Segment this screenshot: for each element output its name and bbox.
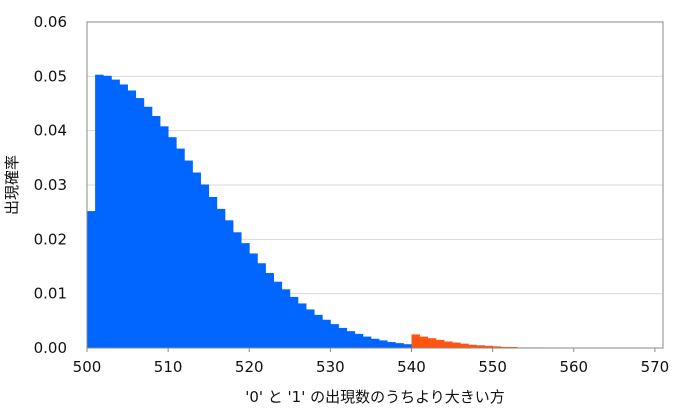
x-tick-label: 510: [154, 358, 183, 376]
histogram-bar: [306, 309, 315, 348]
histogram-bar: [135, 98, 145, 348]
y-tick-label: 0.00: [34, 339, 67, 357]
histogram-bar: [257, 263, 266, 348]
histogram-bar: [322, 319, 331, 348]
x-tick-label: 530: [316, 358, 345, 376]
y-axis-title: 出現確率: [3, 155, 21, 215]
histogram-bar: [314, 314, 323, 348]
histogram-bar: [403, 344, 412, 348]
y-tick-label: 0.06: [34, 13, 67, 31]
histogram-bar: [370, 338, 380, 348]
histogram-bar: [176, 148, 185, 348]
histogram-bar: [508, 346, 518, 348]
y-tick-label: 0.03: [34, 176, 67, 194]
histogram-bar: [233, 232, 242, 348]
histogram-bar: [143, 106, 153, 348]
histogram-bar: [87, 211, 96, 348]
x-axis-title: '0' と '1' の出現数のうちより大きい方: [245, 388, 505, 406]
histogram-bar: [452, 342, 461, 348]
histogram-bar: [468, 344, 477, 348]
histogram-bar: [224, 220, 234, 348]
bars: [87, 74, 550, 349]
histogram-bar: [419, 336, 429, 348]
y-tick-label: 0.05: [34, 67, 67, 85]
histogram-bar: [427, 338, 437, 348]
histogram-bar: [168, 137, 177, 348]
y-tick-label: 0.02: [34, 230, 67, 248]
histogram-bar: [95, 74, 104, 348]
x-tick-label: 500: [73, 358, 102, 376]
y-axis-ticks: 0.00 0.01 0.02 0.03 0.04 0.05 0.06: [34, 13, 67, 357]
histogram-bar: [362, 336, 372, 348]
x-tick-label: 540: [397, 358, 426, 376]
histogram-bar: [200, 184, 210, 348]
histogram-bar: [338, 327, 348, 348]
histogram-bar: [395, 343, 404, 348]
histogram-bar: [281, 289, 291, 348]
histogram-bar: [492, 346, 502, 348]
histogram-bar: [435, 339, 445, 348]
histogram-bar: [443, 341, 453, 348]
x-axis-ticks: 500 510 520 530 540 550 560 570: [73, 348, 670, 376]
histogram-bar: [476, 345, 485, 348]
histogram-bar: [111, 79, 120, 349]
histogram-bar: [484, 345, 494, 348]
x-tick-label: 550: [478, 358, 507, 376]
histogram-bar: [184, 160, 193, 348]
x-tick-label: 570: [641, 358, 670, 376]
histogram-bar: [411, 334, 421, 348]
histogram-bar: [249, 253, 258, 348]
histogram-bar: [387, 342, 396, 348]
histogram-bar: [354, 333, 364, 348]
histogram-bar: [289, 296, 299, 348]
x-tick-label: 560: [559, 358, 588, 376]
histogram-bar: [297, 303, 307, 348]
histogram-bar: [460, 343, 469, 348]
histogram-bar: [273, 281, 283, 348]
histogram-bar: [330, 324, 339, 348]
plot-frame: [86, 21, 664, 349]
histogram-bar: [216, 208, 226, 348]
histogram-bar: [103, 75, 112, 348]
histogram-bar: [192, 172, 201, 348]
x-tick-label: 520: [235, 358, 264, 376]
histogram-bar: [208, 196, 218, 348]
histogram-bar: [151, 115, 161, 348]
histogram-bar: [241, 243, 250, 348]
y-tick-label: 0.01: [34, 285, 67, 303]
y-tick-label: 0.04: [34, 122, 67, 140]
histogram-bar: [500, 346, 510, 348]
histogram-bar: [119, 84, 128, 348]
histogram-bar: [160, 126, 169, 348]
histogram-bar: [346, 331, 356, 348]
histogram-bar: [379, 340, 388, 348]
histogram-bar: [127, 90, 137, 349]
histogram-bar: [265, 273, 274, 348]
